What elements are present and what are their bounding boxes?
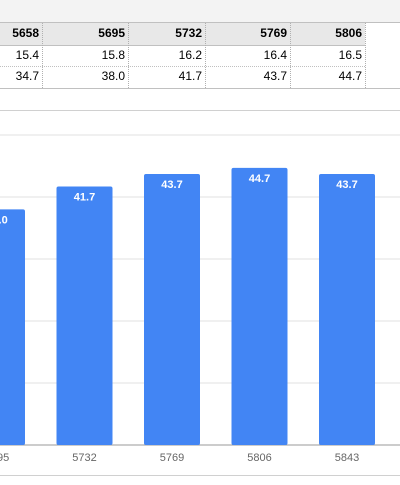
x-tick-label: 5695: [0, 452, 9, 464]
cell: 16.4: [264, 48, 288, 62]
header-cell: 5732: [175, 26, 202, 40]
value-label: 38.0: [0, 214, 8, 226]
value-label: 43.7: [336, 179, 357, 191]
cell: 16.5: [339, 48, 363, 62]
cell: 15.4: [16, 48, 40, 62]
cell: 43.7: [264, 69, 288, 83]
cell: 38.0: [102, 69, 126, 83]
cell: 15.8: [102, 48, 126, 62]
cell: 34.7: [16, 69, 40, 83]
bar: [319, 174, 375, 445]
chart: 38.0 5695 41.7 5732 43.7 5769 44.7 5806 43.7 5843: [0, 134, 400, 464]
cell: 41.7: [179, 69, 203, 83]
bar: [144, 174, 200, 445]
x-tick-label: 5843: [335, 452, 359, 464]
header-cell: 5658: [12, 26, 39, 40]
cell: 44.7: [339, 69, 363, 83]
bar: [56, 186, 113, 445]
bar: [0, 209, 25, 445]
top-bar: [0, 0, 400, 22]
header-cell: 5769: [260, 26, 287, 40]
x-tick-label: 5806: [247, 452, 271, 464]
cell: 16.2: [179, 48, 203, 62]
value-label: 44.7: [249, 173, 270, 185]
header-cell: 5695: [98, 26, 125, 40]
x-tick-label: 5732: [72, 452, 96, 464]
value-label: 41.7: [74, 191, 95, 203]
bar: [231, 167, 288, 446]
header-row-bg: [0, 23, 365, 45]
table: 5658 5695 5732 5769 5806 15.4 15.8 16.2 16.4 16.5…: [12, 23, 366, 88]
value-label: 43.7: [161, 179, 182, 191]
x-tick-label: 5769: [160, 452, 184, 464]
header-cell: 5806: [335, 26, 362, 40]
